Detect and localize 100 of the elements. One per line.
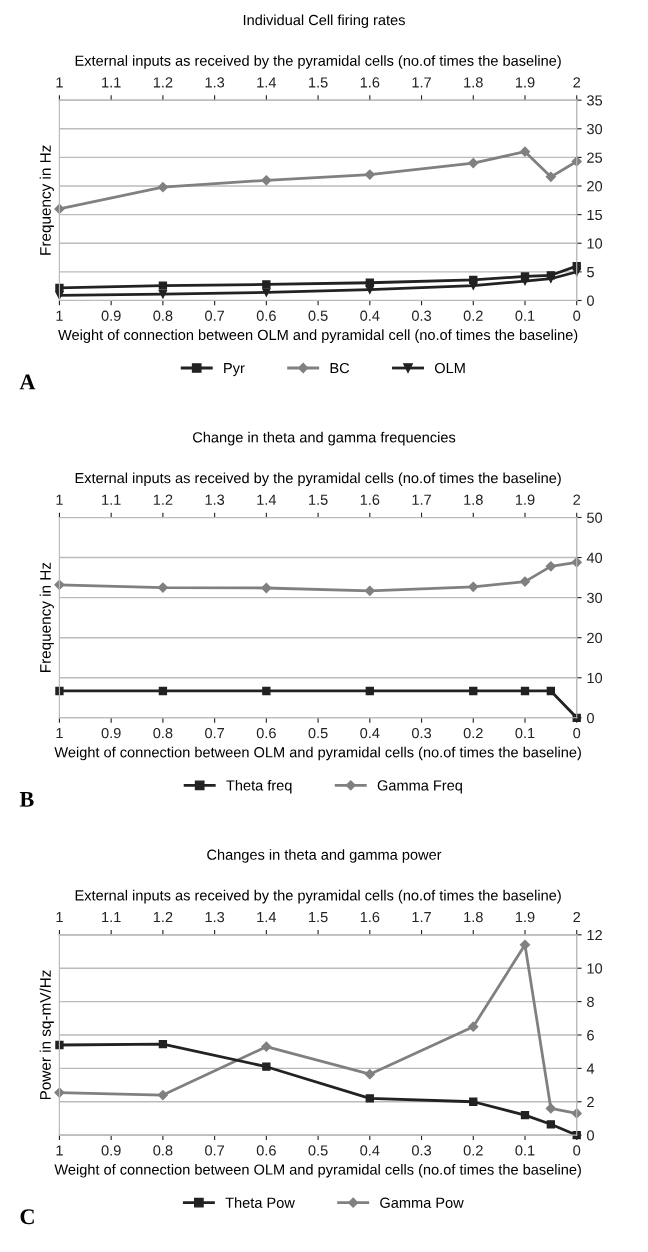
x-tick-label: 0.8 — [153, 1145, 173, 1156]
y-tick-label: 15 — [587, 209, 603, 221]
x2-tick-label: 1.1 — [102, 77, 121, 88]
x-tick-label: 0.4 — [360, 1145, 380, 1156]
point — [157, 182, 169, 193]
y-tick-label: 50 — [587, 512, 603, 523]
point — [55, 1040, 64, 1050]
x-tick-label: 0.6 — [256, 727, 276, 739]
chart-title: Individual Cell firing rates — [243, 14, 405, 29]
point — [365, 1094, 374, 1103]
x2-tick-label: 1.4 — [257, 494, 277, 505]
point — [520, 1110, 530, 1120]
point — [519, 576, 531, 587]
point — [262, 288, 271, 297]
x2-tick-label: 1.1 — [102, 494, 121, 505]
x2-tick-label: 1 — [56, 494, 63, 505]
y-tick-label: 10 — [587, 238, 603, 249]
x-tick-label: 0.6 — [256, 310, 276, 321]
legend-label: Gamma Pow — [380, 1197, 464, 1208]
y-tick-label: 8 — [587, 996, 594, 1008]
x-tick-label: 0.4 — [360, 727, 380, 739]
x2-tick-label: 1.6 — [360, 911, 380, 923]
x-tick-label: 0.3 — [411, 310, 432, 321]
x2-tick-label: 1.7 — [412, 494, 431, 505]
x-tick-label: 0.7 — [205, 727, 225, 739]
y-tick-label: 20 — [587, 181, 603, 192]
x2-tick-label: 2 — [573, 494, 581, 505]
point — [546, 271, 556, 280]
x-axis-title: Weight of connection between OLM and pyramidal cells (no.of times the baseline) — [54, 1164, 581, 1178]
x2-tick-label: 1 — [56, 77, 63, 88]
x2-axis-title: External inputs as received by the pyramidal cells (no.of times the baseline) — [75, 472, 561, 487]
legend-label: OLM — [434, 362, 465, 374]
x-tick-label: 0 — [573, 310, 581, 321]
x-tick-label: 0.1 — [515, 310, 535, 321]
point — [519, 146, 531, 157]
point — [469, 1097, 478, 1106]
point — [158, 281, 168, 290]
point — [157, 582, 169, 593]
y-tick-label: 0 — [587, 1130, 594, 1141]
x-tick-label: 0 — [573, 1145, 581, 1156]
x2-tick-label: 1.3 — [205, 77, 225, 88]
x2-tick-label: 1.4 — [257, 77, 277, 88]
x-tick-label: 0.5 — [308, 727, 328, 739]
x-tick-label: 0.9 — [101, 727, 121, 739]
x-tick-label: 0.9 — [101, 1145, 121, 1156]
x-tick-label: 0.8 — [153, 727, 173, 739]
point — [545, 1103, 556, 1114]
y-axis-title: Frequency in Hz — [39, 562, 54, 673]
y-tick-label: 2 — [587, 1096, 594, 1108]
point — [571, 156, 582, 167]
x2-tick-label: 1.3 — [205, 911, 225, 923]
y-tick-label: 10 — [587, 963, 603, 974]
point — [364, 1069, 375, 1080]
x2-tick-label: 1.6 — [360, 494, 380, 505]
x-tick-label: 0.3 — [411, 727, 432, 739]
x2-tick-label: 2 — [573, 77, 581, 88]
x2-tick-label: 1.5 — [309, 77, 328, 88]
legend-label: Theta Pow — [225, 1197, 295, 1208]
x2-tick-label: 1 — [56, 912, 63, 923]
point — [158, 1040, 168, 1049]
point — [364, 169, 375, 180]
point — [55, 283, 64, 293]
point — [468, 158, 479, 169]
x2-tick-label: 1.5 — [309, 912, 328, 923]
point — [546, 1120, 556, 1129]
x2-tick-label: 1.8 — [464, 77, 483, 88]
point — [55, 686, 64, 696]
text: C — [20, 1209, 34, 1225]
x2-tick-label: 1.9 — [515, 77, 535, 88]
x-tick-label: 0.7 — [205, 1145, 225, 1156]
legend-label: Gamma Freq — [377, 780, 462, 794]
y-tick-label: 0 — [587, 712, 594, 724]
x2-tick-label: 1.2 — [153, 77, 173, 88]
point — [365, 278, 374, 287]
point — [545, 171, 556, 182]
y-tick-label: 4 — [586, 1063, 595, 1074]
x-tick-label: 0.2 — [463, 1145, 483, 1156]
y-tick-label: 6 — [587, 1030, 594, 1041]
x-axis-title: Weight of connection between OLM and pyramidal cell (no.of times the baseline) — [58, 329, 578, 343]
x-tick-label: 0.3 — [411, 1145, 432, 1156]
x2-tick-label: 1.8 — [464, 911, 483, 923]
y-tick-label: 35 — [587, 95, 603, 106]
point — [158, 290, 168, 299]
x-tick-label: 0.1 — [515, 727, 535, 739]
point — [468, 1021, 479, 1032]
x-tick-label: 0.2 — [463, 727, 483, 739]
point — [520, 272, 530, 281]
x2-tick-label: 1.6 — [360, 77, 380, 88]
point — [469, 275, 478, 285]
y-tick-label: 30 — [587, 592, 603, 604]
x2-axis-title: External inputs as received by the pyramidal cells (no.of times the baseline) — [75, 889, 561, 904]
x2-tick-label: 1.2 — [153, 911, 173, 923]
x-tick-label: 1 — [56, 310, 63, 321]
x2-tick-label: 1.7 — [412, 912, 431, 923]
y-tick-label: 12 — [587, 929, 602, 941]
x-axis-title: Weight of connection between OLM and pyramidal cells (no.of times the baseline) — [54, 746, 581, 761]
chart-title: Change in theta and gamma frequencies — [193, 431, 456, 446]
x2-tick-label: 1.5 — [309, 494, 328, 505]
x2-tick-label: 1.3 — [205, 494, 225, 505]
point — [261, 175, 272, 186]
